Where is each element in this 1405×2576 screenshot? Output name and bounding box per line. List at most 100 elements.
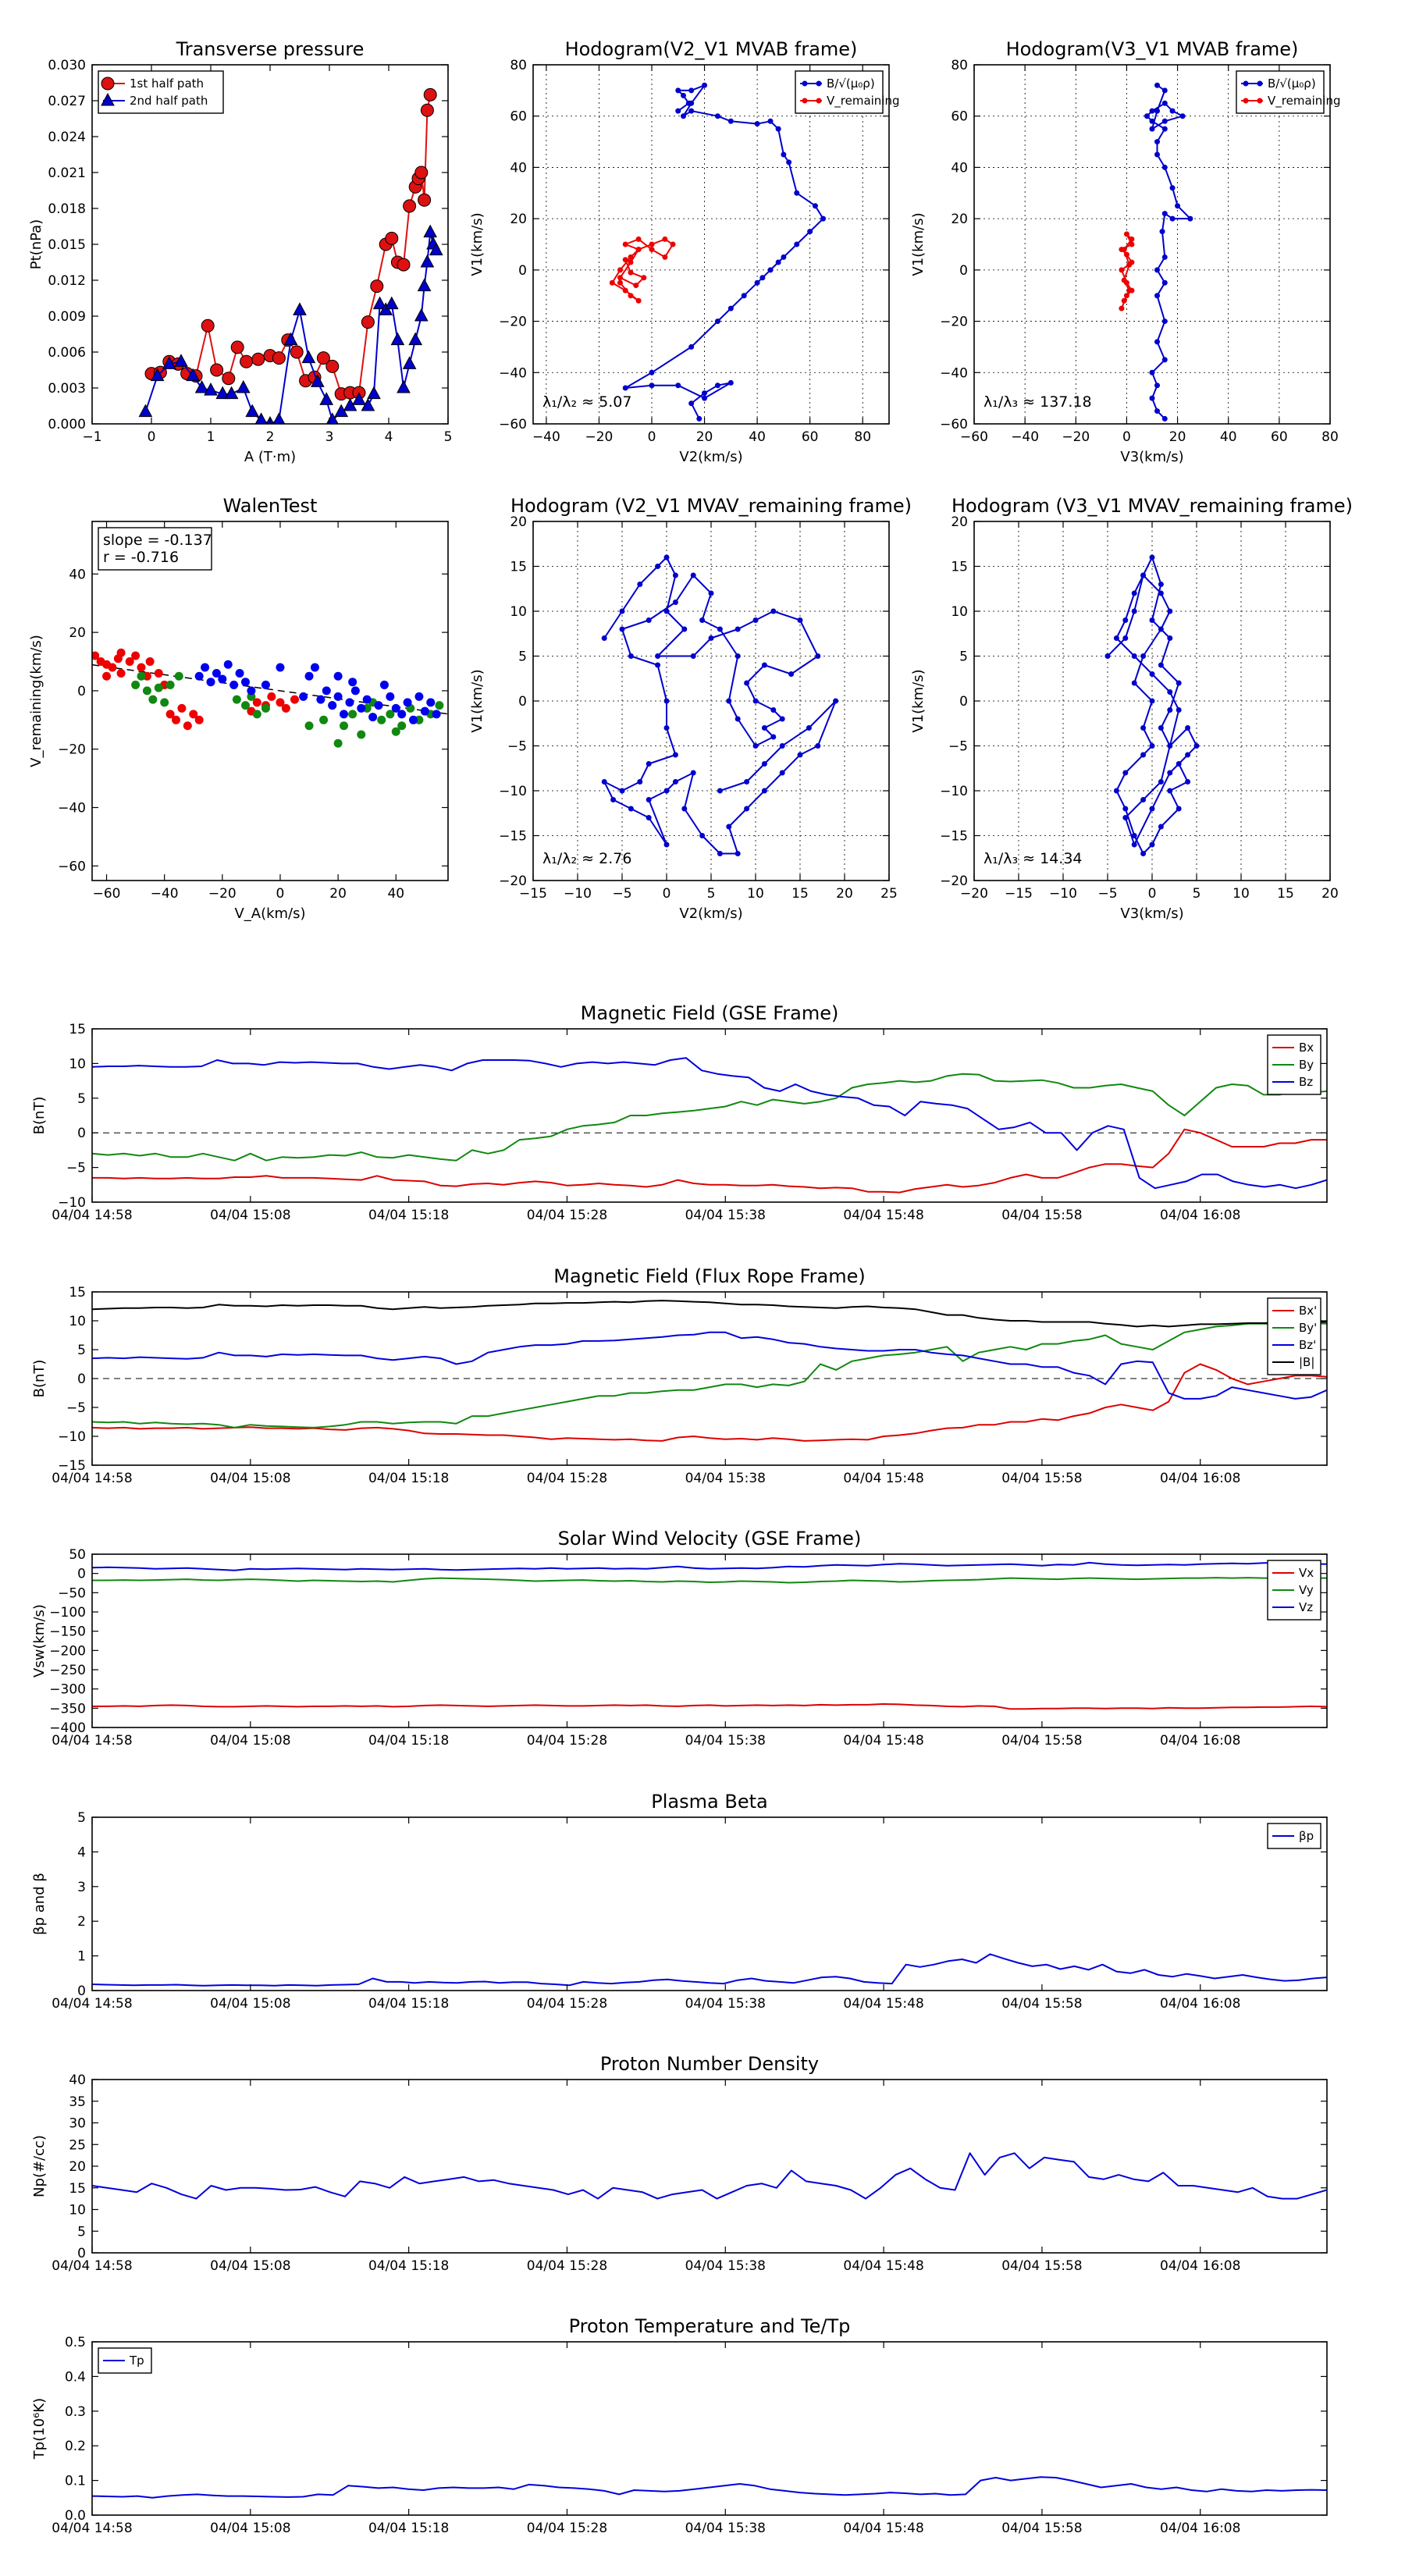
- data-point: [1161, 318, 1168, 325]
- data-point: [663, 608, 670, 614]
- data-point: [761, 761, 767, 767]
- data-point: [409, 715, 418, 724]
- legend-marker: [101, 76, 115, 91]
- y-tick-label: −10: [58, 1195, 86, 1211]
- y-tick-label: −5: [66, 1400, 86, 1416]
- y-axis-label: V_remaining(km/s): [28, 635, 44, 767]
- legend-entry: Bz': [1299, 1338, 1316, 1352]
- y-tick-label: −15: [58, 1458, 86, 1474]
- x-tick-label: −40: [532, 429, 560, 445]
- data-point: [1167, 788, 1173, 794]
- y-tick-label: 1: [77, 1949, 86, 1965]
- x-tick-label: 04/04 16:08: [1160, 2521, 1240, 2536]
- data-point: [397, 721, 407, 731]
- y-tick-label: 0.0: [65, 2508, 86, 2524]
- data-point: [655, 653, 661, 659]
- data-point: [125, 657, 134, 667]
- data-point: [293, 302, 307, 315]
- data-point: [786, 159, 792, 165]
- y-tick-label: 10: [69, 1056, 86, 1072]
- legend-marker: [101, 92, 115, 106]
- data-point: [174, 671, 183, 681]
- data-point: [325, 359, 340, 373]
- x-axis-label: V2(km/s): [679, 449, 742, 465]
- data-point: [232, 695, 241, 704]
- legend-entry: Vz: [1299, 1600, 1313, 1614]
- y-tick-label: −20: [499, 873, 527, 889]
- data-point: [142, 686, 151, 696]
- x-tick-label: 04/04 15:18: [368, 2258, 449, 2274]
- data-point: [663, 788, 670, 794]
- legend-marker: [816, 98, 822, 104]
- legend-box: [98, 70, 224, 114]
- data-point: [319, 392, 334, 405]
- y-axis-label: B(nT): [31, 1097, 48, 1135]
- series-2nd-half-path: [138, 224, 443, 424]
- data-point: [699, 833, 706, 838]
- x-tick-label: −15: [1005, 886, 1033, 902]
- plot-frame: [973, 64, 1331, 425]
- y-tick-label: −60: [58, 859, 86, 874]
- y-tick-label: 3: [77, 1880, 86, 1895]
- x-tick-label: −15: [519, 886, 547, 902]
- data-point: [1161, 87, 1168, 94]
- data-point: [417, 278, 432, 292]
- series-0: [1104, 554, 1200, 856]
- y-tick-label: 0.018: [48, 201, 86, 217]
- data-point: [201, 663, 210, 672]
- data-point: [688, 343, 695, 350]
- x-tick-label: 04/04 15:28: [527, 2521, 607, 2536]
- x-tick-label: 15: [1277, 886, 1294, 902]
- data-point: [162, 356, 176, 369]
- data-point: [131, 651, 140, 660]
- series-line: [92, 1331, 1327, 1400]
- y-tick-label: 5: [77, 1810, 86, 1826]
- data-point: [261, 680, 270, 689]
- chart-vsw: Solar Wind Velocity (GSE Frame) 04/04 14:…: [31, 1528, 1328, 1749]
- y-tick-label: 5: [77, 1343, 86, 1358]
- data-point: [1149, 743, 1155, 749]
- series--B-: [92, 1300, 1327, 1328]
- data-point: [735, 851, 741, 856]
- x-tick-label: 04/04 15:28: [527, 1733, 607, 1749]
- x-tick-label: 04/04 15:48: [843, 1471, 923, 1486]
- y-tick-label: 5: [77, 2224, 86, 2240]
- y-tick-label: 20: [69, 625, 86, 641]
- stats-line: r = -0.716: [103, 549, 179, 566]
- data-point: [649, 382, 655, 389]
- series-By-: [92, 1322, 1327, 1429]
- data-point: [688, 108, 695, 114]
- y-tick-label: 5: [77, 1091, 86, 1107]
- data-point: [649, 369, 655, 375]
- x-tick-label: 04/04 14:58: [52, 1733, 132, 1749]
- chart-title: Hodogram (V2_V1 MVAV_remaining frame): [510, 495, 912, 517]
- series-line: [603, 557, 837, 855]
- data-point: [1161, 164, 1168, 170]
- x-tick-label: 0: [1122, 429, 1131, 445]
- data-point: [663, 841, 670, 848]
- data-point: [1131, 833, 1137, 838]
- data-point: [727, 379, 734, 386]
- y-axis-label: Np(#/cc): [31, 2135, 48, 2197]
- data-point: [744, 779, 750, 785]
- y-tick-label: 5: [959, 649, 968, 665]
- data-point: [420, 103, 434, 117]
- data-point: [807, 229, 813, 235]
- x-tick-label: −10: [564, 886, 592, 902]
- y-tick-label: 0.030: [48, 58, 86, 73]
- y-tick-label: −10: [58, 1429, 86, 1445]
- data-point: [414, 165, 429, 180]
- ratio-annotation: λ₁/λ₃ ≈ 137.18: [984, 393, 1092, 411]
- x-tick-label: 04/04 15:18: [368, 1471, 449, 1486]
- x-tick-label: 04/04 15:58: [1001, 2521, 1082, 2536]
- data-point: [1149, 108, 1155, 114]
- data-point: [299, 692, 308, 701]
- legend-entry: 1st half path: [130, 76, 204, 91]
- legend-entry: Bx: [1299, 1041, 1314, 1055]
- data-point: [752, 698, 759, 704]
- x-tick-label: 0: [276, 886, 285, 902]
- y-tick-label: 20: [510, 514, 527, 530]
- data-point: [775, 259, 781, 265]
- data-point: [350, 686, 360, 696]
- data-point: [726, 698, 732, 704]
